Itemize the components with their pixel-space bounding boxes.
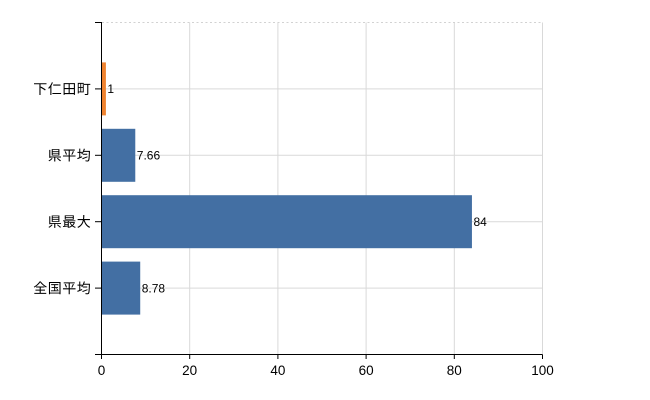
svg-text:84: 84 [473,215,487,229]
svg-text:8.78: 8.78 [142,281,166,295]
svg-text:0: 0 [98,363,106,378]
svg-text:40: 40 [270,363,285,378]
svg-text:20: 20 [182,363,197,378]
svg-text:1: 1 [107,82,114,96]
svg-text:60: 60 [359,363,374,378]
svg-text:100: 100 [531,363,554,378]
svg-text:7.66: 7.66 [137,149,161,163]
svg-text:80: 80 [447,363,462,378]
